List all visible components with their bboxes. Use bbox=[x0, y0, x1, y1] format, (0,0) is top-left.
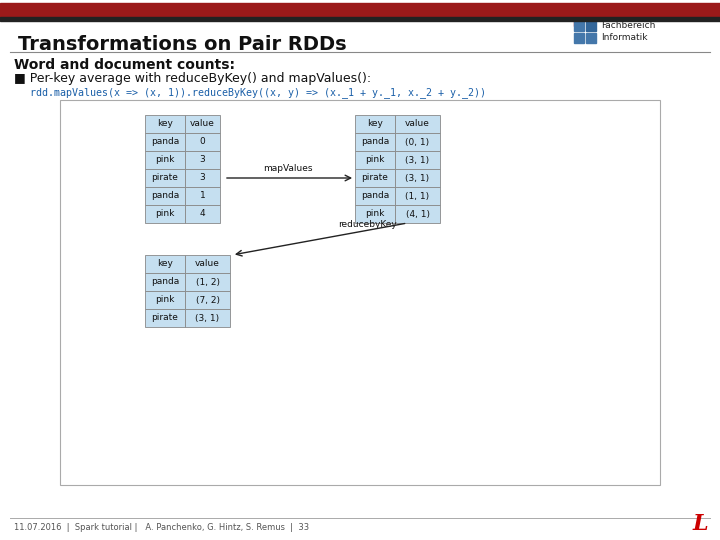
Bar bbox=[60, 100, 660, 485]
Bar bbox=[574, 21, 584, 31]
Bar bbox=[145, 133, 185, 151]
Text: panda: panda bbox=[151, 192, 179, 200]
Text: panda: panda bbox=[361, 138, 389, 146]
Text: 0: 0 bbox=[199, 138, 205, 146]
Bar bbox=[355, 133, 395, 151]
Bar bbox=[395, 205, 440, 223]
Bar bbox=[185, 151, 220, 169]
Bar bbox=[395, 115, 440, 133]
Bar bbox=[0, 17, 720, 21]
Text: Word and document counts:: Word and document counts: bbox=[14, 58, 235, 72]
Bar bbox=[395, 151, 440, 169]
Bar bbox=[185, 205, 220, 223]
Bar bbox=[355, 205, 395, 223]
Bar bbox=[145, 187, 185, 205]
Bar bbox=[185, 133, 220, 151]
Bar bbox=[574, 21, 579, 26]
Bar bbox=[355, 187, 395, 205]
Text: (1, 2): (1, 2) bbox=[196, 278, 220, 287]
Text: key: key bbox=[157, 260, 173, 268]
Bar bbox=[355, 151, 395, 169]
Bar bbox=[395, 133, 440, 151]
Text: 11.07.2016  |  Spark tutorial |   A. Panchenko, G. Hintz, S. Remus  |  33: 11.07.2016 | Spark tutorial | A. Panchen… bbox=[14, 523, 309, 532]
Text: panda: panda bbox=[151, 278, 179, 287]
Bar bbox=[185, 169, 220, 187]
Bar bbox=[145, 309, 185, 327]
Bar bbox=[185, 187, 220, 205]
Text: Transformations on Pair RDDs: Transformations on Pair RDDs bbox=[18, 35, 346, 54]
Text: mapValues: mapValues bbox=[263, 164, 312, 173]
Text: 3: 3 bbox=[199, 173, 205, 183]
Bar bbox=[145, 273, 185, 291]
Text: (0, 1): (0, 1) bbox=[405, 138, 430, 146]
Text: Informatik: Informatik bbox=[601, 33, 647, 43]
Text: rdd.mapValues(x => (x, 1)).reduceByKey((x, y) => (x._1 + y._1, x._2 + y._2)): rdd.mapValues(x => (x, 1)).reduceByKey((… bbox=[30, 87, 486, 98]
Bar bbox=[185, 291, 230, 309]
Text: 3: 3 bbox=[199, 156, 205, 165]
Text: pink: pink bbox=[156, 210, 175, 219]
Text: ■ Per-key average with reduceByKey() and mapValues():: ■ Per-key average with reduceByKey() and… bbox=[14, 72, 371, 85]
Bar bbox=[185, 115, 220, 133]
Bar bbox=[145, 291, 185, 309]
Text: (3, 1): (3, 1) bbox=[405, 173, 430, 183]
Text: key: key bbox=[157, 119, 173, 129]
Text: pink: pink bbox=[156, 156, 175, 165]
Bar bbox=[185, 273, 230, 291]
Text: key: key bbox=[367, 119, 383, 129]
Text: (3, 1): (3, 1) bbox=[405, 156, 430, 165]
Text: Fachbereich: Fachbereich bbox=[601, 21, 655, 30]
Text: 1: 1 bbox=[199, 192, 205, 200]
Bar bbox=[395, 169, 440, 187]
Text: value: value bbox=[190, 119, 215, 129]
Text: (1, 1): (1, 1) bbox=[405, 192, 430, 200]
Text: reducebyKey: reducebyKey bbox=[338, 220, 397, 229]
Bar bbox=[185, 255, 230, 273]
Text: panda: panda bbox=[361, 192, 389, 200]
Text: pink: pink bbox=[365, 156, 384, 165]
Text: pirate: pirate bbox=[361, 173, 388, 183]
Text: (7, 2): (7, 2) bbox=[196, 295, 220, 305]
Text: pink: pink bbox=[365, 210, 384, 219]
Bar bbox=[145, 255, 185, 273]
Text: value: value bbox=[195, 260, 220, 268]
Text: (3, 1): (3, 1) bbox=[195, 314, 220, 322]
Text: 4: 4 bbox=[199, 210, 205, 219]
Text: value: value bbox=[405, 119, 430, 129]
Text: pirate: pirate bbox=[152, 314, 179, 322]
Text: panda: panda bbox=[151, 138, 179, 146]
Bar bbox=[355, 115, 395, 133]
Bar bbox=[586, 33, 596, 43]
Text: pirate: pirate bbox=[152, 173, 179, 183]
Bar bbox=[586, 21, 596, 31]
Bar bbox=[145, 169, 185, 187]
Bar bbox=[145, 115, 185, 133]
Text: (4, 1): (4, 1) bbox=[405, 210, 430, 219]
Bar bbox=[145, 151, 185, 169]
Bar bbox=[355, 169, 395, 187]
Text: L: L bbox=[693, 513, 708, 535]
Bar bbox=[574, 33, 584, 43]
Text: pink: pink bbox=[156, 295, 175, 305]
Bar bbox=[0, 3, 720, 17]
Bar bbox=[395, 187, 440, 205]
Bar bbox=[185, 309, 230, 327]
Bar bbox=[145, 205, 185, 223]
